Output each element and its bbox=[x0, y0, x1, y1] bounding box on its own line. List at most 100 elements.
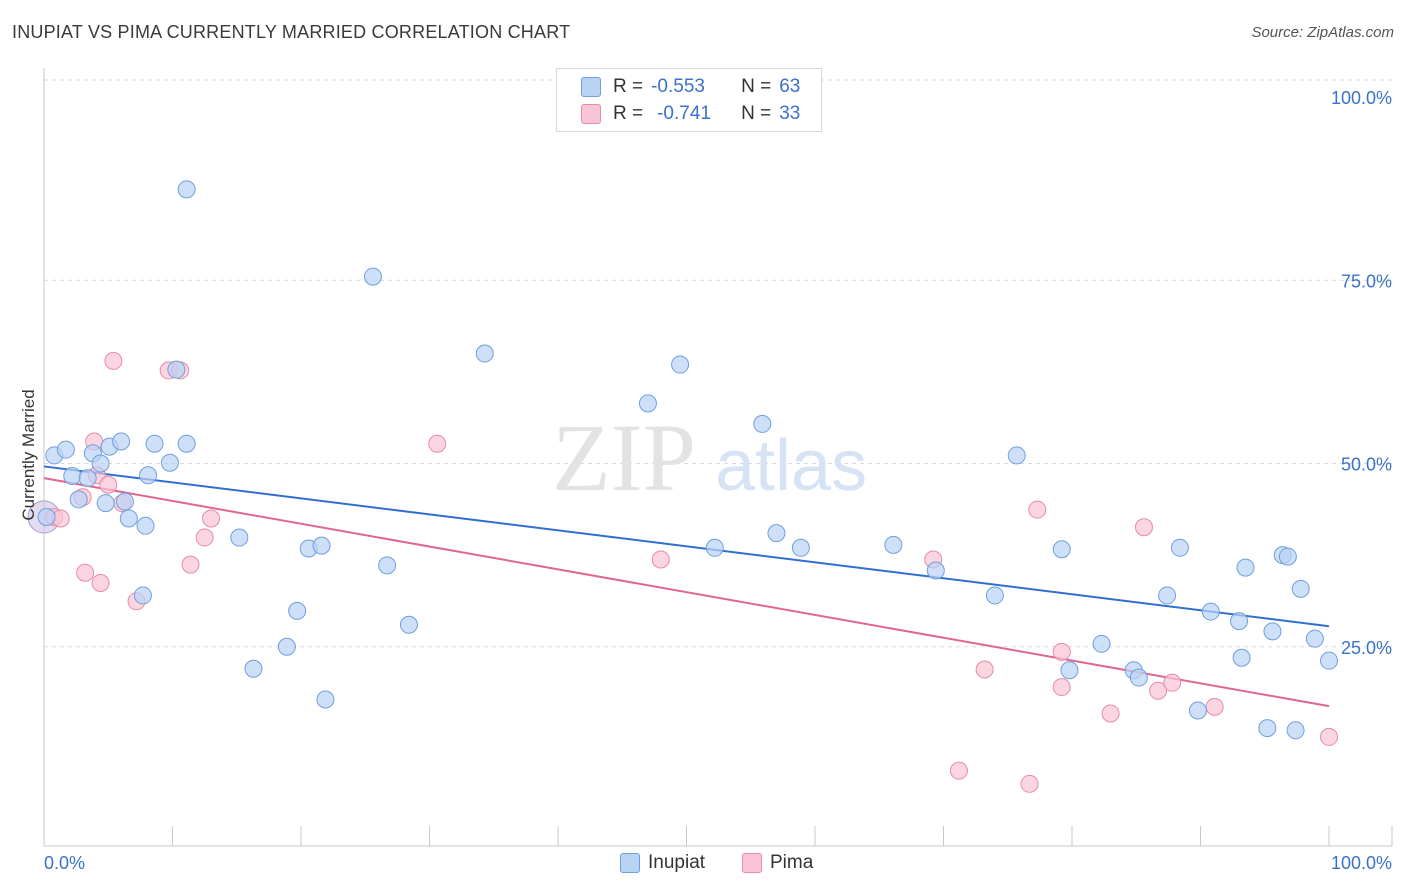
pima-point bbox=[1205, 697, 1224, 716]
pima-point bbox=[1101, 704, 1120, 723]
legend-row-inupiat: R = -0.553 N = 63 bbox=[557, 73, 800, 101]
inupiat-point bbox=[1158, 586, 1177, 605]
inupiat-point bbox=[1052, 540, 1071, 559]
inupiat-point bbox=[112, 432, 131, 451]
legend-item-pima: Pima bbox=[742, 852, 813, 874]
inupiat-point bbox=[277, 637, 296, 656]
legend-n-value: 33 bbox=[779, 103, 801, 124]
inupiat-trend-line bbox=[43, 465, 1330, 628]
inupiat-point bbox=[91, 454, 110, 473]
pima-point bbox=[1052, 678, 1071, 697]
inupiat-point bbox=[316, 690, 335, 709]
inupiat-point bbox=[1305, 629, 1324, 648]
pima-trend-line bbox=[43, 477, 1330, 708]
inupiat-point bbox=[288, 601, 307, 620]
inupiat-point bbox=[1170, 538, 1189, 557]
source-label: Source: ZipAtlas.com bbox=[1251, 24, 1394, 41]
pima-point bbox=[949, 761, 968, 780]
inupiat-point bbox=[753, 414, 772, 433]
inupiat-point bbox=[1286, 721, 1305, 740]
trend-layer bbox=[43, 465, 1330, 708]
inupiat-point bbox=[136, 516, 155, 535]
points-layer bbox=[27, 180, 1338, 793]
inupiat-point bbox=[63, 466, 82, 485]
pima-point bbox=[202, 509, 221, 528]
inupiat-point bbox=[1258, 719, 1277, 738]
inupiat-point bbox=[1092, 634, 1111, 653]
pima-point bbox=[651, 550, 670, 569]
inupiat-point bbox=[1129, 668, 1148, 687]
chart-title: INUPIAT VS PIMA CURRENTLY MARRIED CORREL… bbox=[12, 22, 571, 42]
inupiat-point bbox=[312, 536, 331, 555]
inupiat-point bbox=[985, 586, 1004, 605]
pima-point bbox=[428, 434, 447, 453]
y-tick-label: 25.0% bbox=[1341, 638, 1392, 658]
inupiat-point bbox=[884, 535, 903, 554]
pima-point bbox=[99, 475, 118, 494]
inupiat-point bbox=[37, 508, 56, 527]
watermark-zip: ZIP bbox=[552, 404, 696, 511]
inupiat-point bbox=[671, 355, 690, 374]
inupiat-point bbox=[1263, 622, 1282, 641]
labels-layer: Currently Married 25.0% 50.0% 75.0% 100.0% 0.… bbox=[19, 88, 1392, 873]
y-tick-label: 50.0% bbox=[1341, 455, 1392, 475]
inupiat-point bbox=[1201, 602, 1220, 621]
pima-point bbox=[91, 573, 110, 592]
inupiat-point bbox=[133, 586, 152, 605]
legend-r-label: R = bbox=[613, 103, 644, 124]
legend-item-label: Inupiat bbox=[648, 852, 706, 873]
pima-point bbox=[1163, 673, 1182, 692]
watermark-atlas: atlas bbox=[715, 426, 867, 506]
inupiat-point bbox=[177, 434, 196, 453]
axes-layer bbox=[43, 68, 1393, 847]
inupiat-point bbox=[69, 490, 88, 509]
y-axis-title: Currently Married bbox=[19, 389, 38, 520]
pima-point bbox=[1028, 500, 1047, 519]
correlation-legend: R = -0.553 N = 63 R = -0.741 N = 33 bbox=[556, 68, 822, 132]
grid-layer bbox=[44, 79, 1392, 648]
inupiat-point bbox=[791, 538, 810, 557]
inupiat-legend-swatch bbox=[620, 853, 640, 873]
inupiat-point bbox=[1320, 651, 1338, 670]
pima-point bbox=[1052, 642, 1071, 661]
legend-item-inupiat: Inupiat bbox=[620, 852, 705, 874]
pima-point bbox=[1134, 518, 1153, 537]
pima-point bbox=[1020, 774, 1039, 793]
pima-point bbox=[104, 351, 123, 370]
y-tick-label: 100.0% bbox=[1331, 88, 1392, 108]
inupiat-point bbox=[56, 440, 75, 459]
inupiat-point bbox=[119, 509, 138, 528]
pima-point bbox=[1149, 681, 1168, 700]
inupiat-point bbox=[167, 360, 186, 379]
series-legend: Inupiat Pima bbox=[0, 850, 1406, 880]
inupiat-point bbox=[475, 344, 494, 363]
legend-n-label: N = bbox=[741, 76, 772, 97]
inupiat-point bbox=[1230, 612, 1249, 631]
inupiat-point bbox=[378, 556, 397, 575]
inupiat-point bbox=[1232, 648, 1251, 667]
inupiat-point bbox=[1278, 547, 1297, 566]
inupiat-point bbox=[244, 659, 263, 678]
inupiat-point bbox=[926, 561, 945, 580]
inupiat-point bbox=[78, 469, 97, 488]
inupiat-point bbox=[177, 180, 196, 199]
inupiat-point bbox=[705, 538, 724, 557]
pima-swatch bbox=[581, 104, 601, 124]
inupiat-point bbox=[1007, 446, 1026, 465]
inupiat-point bbox=[96, 494, 115, 513]
inupiat-point bbox=[115, 492, 134, 511]
inupiat-point bbox=[1060, 661, 1079, 680]
legend-n-label: N = bbox=[741, 103, 772, 124]
legend-row-pima: R = -0.741 N = 33 bbox=[557, 100, 800, 128]
inupiat-swatch bbox=[581, 77, 601, 97]
y-tick-label: 75.0% bbox=[1341, 271, 1392, 291]
legend-n-value: 63 bbox=[779, 76, 801, 97]
pima-point bbox=[181, 555, 200, 574]
pima-point bbox=[76, 563, 95, 582]
inupiat-point bbox=[1236, 558, 1255, 577]
pima-point bbox=[975, 660, 994, 679]
inupiat-point bbox=[230, 528, 249, 547]
pima-point bbox=[195, 528, 214, 547]
legend-r-label: R = bbox=[613, 76, 644, 97]
